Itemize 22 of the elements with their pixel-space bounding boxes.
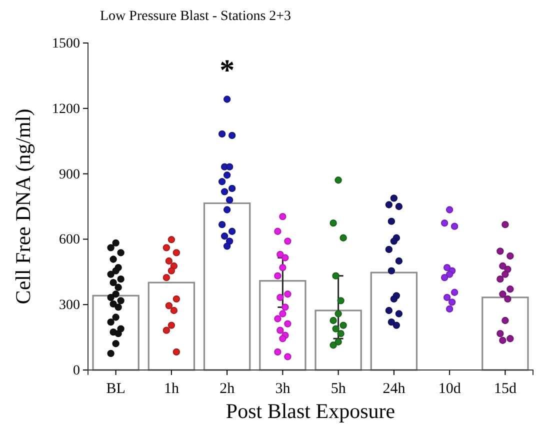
- y-axis-title: Cell Free DNA (ng/ml): [11, 108, 35, 304]
- bar: [203, 202, 251, 371]
- x-tick-label: 15d: [494, 381, 517, 397]
- annotation: *: [220, 54, 235, 88]
- x-tick-label: BL: [106, 381, 126, 397]
- y-tick-label: 1200: [52, 102, 80, 117]
- y-tick-label: 600: [59, 232, 80, 248]
- x-tick-label: 24h: [382, 381, 406, 397]
- y-tick-label: 1500: [52, 36, 80, 52]
- x-tick-label: 1h: [164, 381, 180, 397]
- bar: [370, 272, 418, 371]
- x-tick-label: 5h: [330, 381, 346, 397]
- x-tick-label: 3h: [275, 381, 291, 397]
- y-tick-label: 900: [59, 167, 80, 182]
- x-axis-title: Post Blast Exposure: [226, 399, 396, 423]
- chart-title: Low Pressure Blast - Stations 2+3: [100, 9, 292, 24]
- bar: [148, 282, 196, 371]
- y-tick-label: 0: [73, 363, 80, 378]
- x-tick-label: 10d: [438, 381, 462, 397]
- y-tick-label: 300: [59, 298, 80, 314]
- bar: [482, 296, 529, 371]
- x-tick-label: 2h: [220, 381, 236, 397]
